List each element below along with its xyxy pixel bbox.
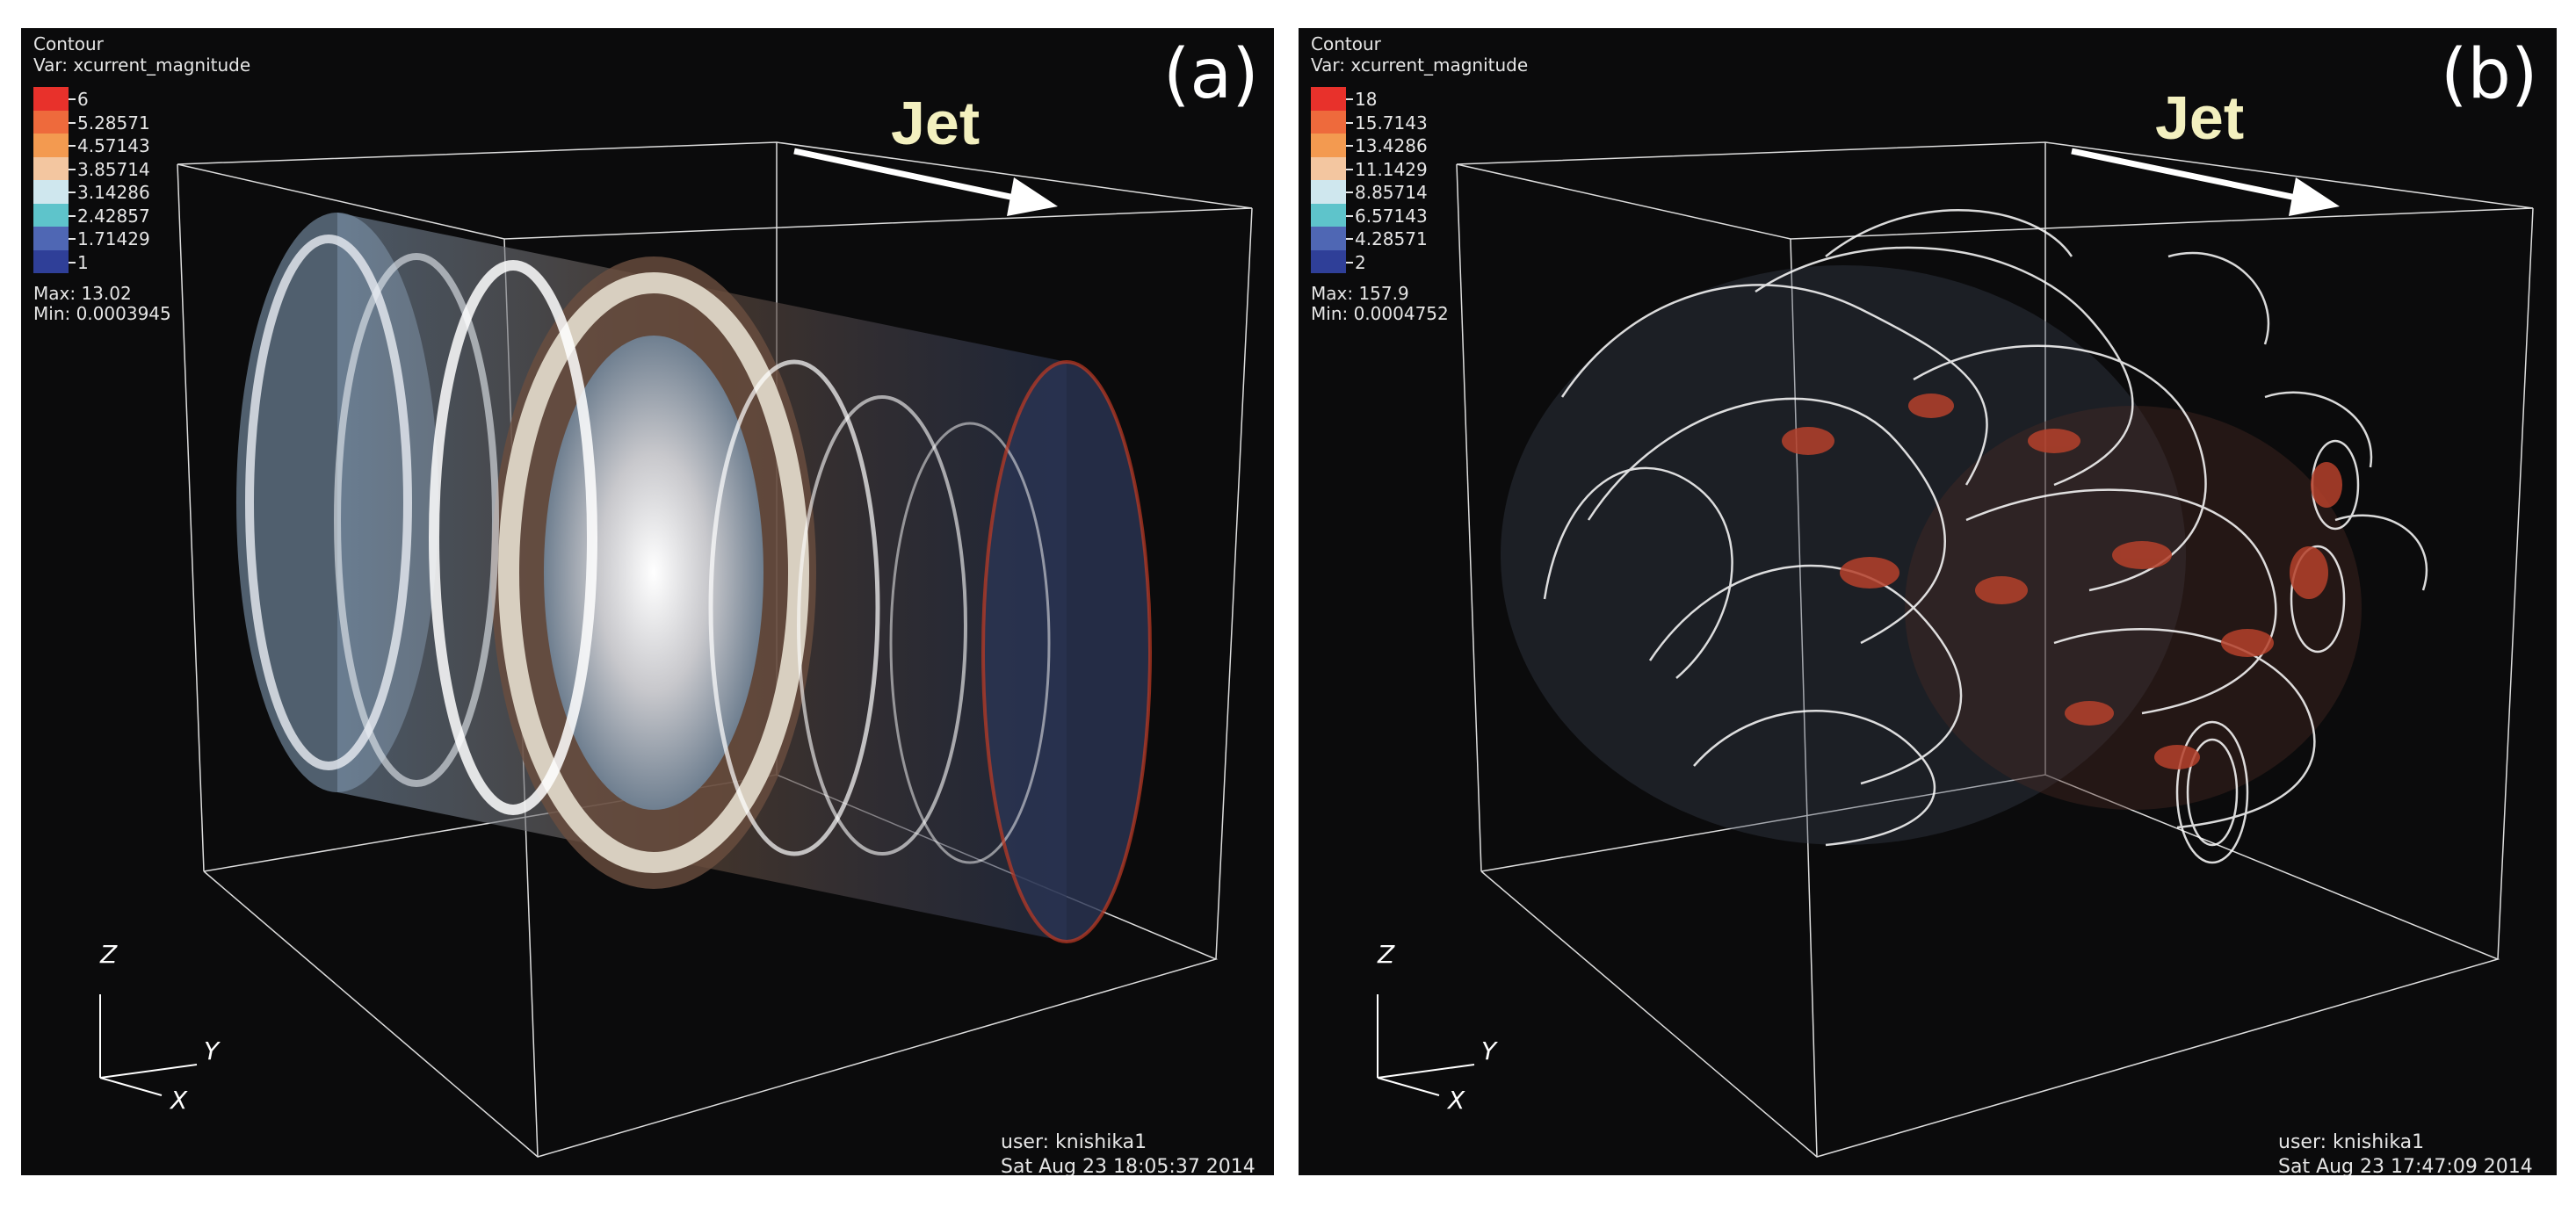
legend-value: 5.28571 bbox=[77, 112, 150, 134]
jet-arrow-b bbox=[2071, 148, 2340, 216]
legend-value: 1 bbox=[77, 251, 89, 273]
axis-label-y: Y bbox=[204, 1036, 220, 1065]
legend-swatch bbox=[1311, 156, 1346, 180]
min-value: Min: 0.0004752 bbox=[1311, 303, 1449, 324]
legend-swatch bbox=[33, 110, 69, 134]
timestamp: Sat Aug 23 18:05:37 2014 bbox=[1001, 1156, 1255, 1175]
variable-name: Var: xcurrent_magnitude bbox=[33, 54, 251, 76]
legend-swatch bbox=[1311, 87, 1346, 111]
legend-swatch bbox=[33, 227, 69, 250]
legend-value: 2 bbox=[1355, 251, 1366, 273]
legend-swatch bbox=[33, 87, 69, 111]
user-label: user: knishika1 bbox=[1001, 1131, 1147, 1153]
legend-value: 6 bbox=[77, 89, 89, 110]
legend-swatch bbox=[1311, 249, 1346, 273]
render-view-a bbox=[99, 141, 1253, 1158]
panel-b: Contour Var: xcurrent_magnitude 18 15.71… bbox=[1299, 28, 2557, 1175]
legend-value: 3.85714 bbox=[77, 158, 150, 180]
legend-value: 6.57143 bbox=[1355, 205, 1428, 227]
legend-value: 8.85714 bbox=[1355, 182, 1428, 203]
legend-value: 2.42857 bbox=[77, 205, 150, 227]
axis-triad-b bbox=[1377, 994, 1475, 1096]
legend-value: 18 bbox=[1355, 89, 1378, 110]
timestamp: Sat Aug 23 17:47:09 2014 bbox=[2278, 1156, 2533, 1175]
jet-arrow-a bbox=[793, 148, 1058, 216]
panel-label: (a) bbox=[1163, 35, 1259, 114]
jet-label: Jet bbox=[891, 89, 980, 157]
legend-swatch bbox=[33, 203, 69, 227]
legend-swatch bbox=[1311, 110, 1346, 134]
max-value: Max: 13.02 bbox=[33, 283, 132, 304]
legend-swatch bbox=[1311, 227, 1346, 250]
legend-value: 3.14286 bbox=[77, 182, 150, 203]
plot-title: Contour bbox=[1311, 33, 1381, 54]
legend-swatch bbox=[33, 180, 69, 204]
legend-swatch bbox=[33, 249, 69, 273]
legend-swatch bbox=[1311, 180, 1346, 204]
axis-label-x: X bbox=[170, 1086, 188, 1115]
legend-value: 11.1429 bbox=[1355, 158, 1428, 180]
render-view-b bbox=[1377, 141, 2534, 1158]
axis-label-z: Z bbox=[100, 940, 118, 969]
axis-triad-a bbox=[99, 994, 198, 1096]
legend-value: 4.57143 bbox=[77, 135, 150, 156]
legend-swatch bbox=[1311, 203, 1346, 227]
variable-name: Var: xcurrent_magnitude bbox=[1311, 54, 1529, 76]
plot-title: Contour bbox=[33, 33, 104, 54]
legend-swatch bbox=[1311, 134, 1346, 157]
legend-value: 4.28571 bbox=[1355, 228, 1428, 249]
min-value: Min: 0.0003945 bbox=[33, 303, 171, 324]
axis-label-y: Y bbox=[1481, 1036, 1497, 1065]
axis-label-x: X bbox=[1448, 1086, 1465, 1115]
legend-value: 15.7143 bbox=[1355, 112, 1428, 134]
legend-swatch bbox=[33, 156, 69, 180]
jet-column-a bbox=[236, 213, 1152, 943]
legend-swatch bbox=[33, 134, 69, 157]
bounding-box-b bbox=[1456, 141, 2534, 1158]
axis-label-z: Z bbox=[1378, 940, 1395, 969]
jet-label: Jet bbox=[2155, 83, 2245, 152]
panel-label: (b) bbox=[2441, 35, 2538, 114]
turbulent-field-b bbox=[1501, 209, 2428, 864]
panel-a: Contour Var: xcurrent_magnitude 6 5.2857… bbox=[21, 28, 1274, 1175]
user-label: user: knishika1 bbox=[2278, 1131, 2425, 1153]
legend-value: 13.4286 bbox=[1355, 135, 1428, 156]
legend-value: 1.71429 bbox=[77, 228, 150, 249]
max-value: Max: 157.9 bbox=[1311, 283, 1409, 304]
